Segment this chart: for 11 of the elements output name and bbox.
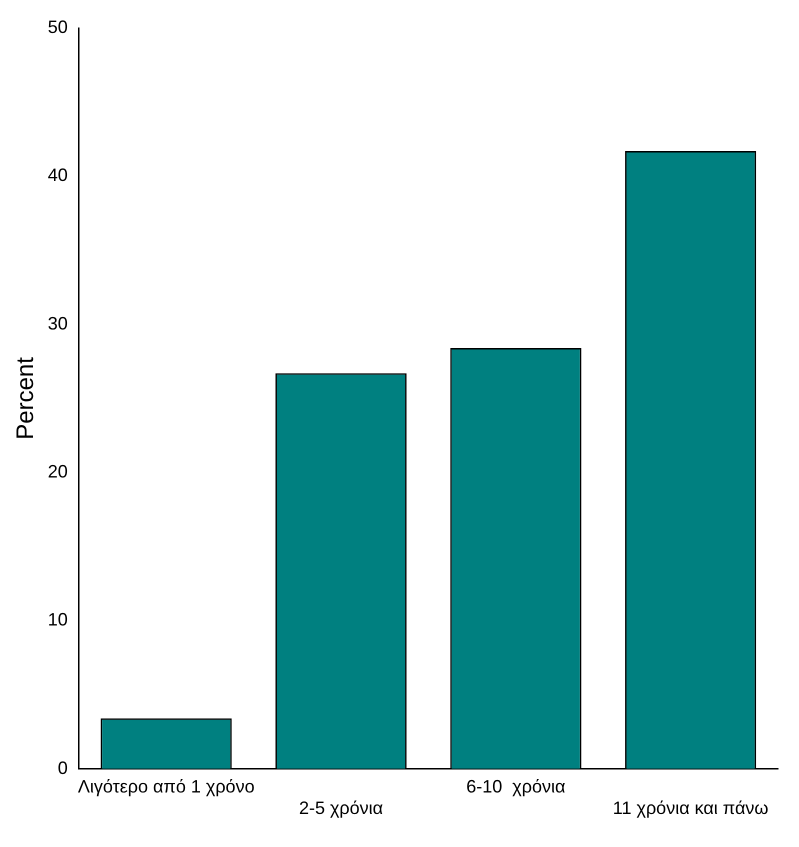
y-tick-label: 30 bbox=[48, 313, 68, 334]
x-tick-label: Λιγότερο από 1 χρόνο bbox=[78, 776, 255, 797]
x-tick-label: 6-10 χρόνια bbox=[466, 776, 566, 797]
x-tick-label: 11 χρόνια και πάνω bbox=[612, 798, 768, 818]
y-tick-label: 10 bbox=[48, 610, 68, 630]
y-tick-label: 50 bbox=[48, 16, 68, 37]
y-tick-label: 40 bbox=[48, 165, 68, 186]
y-axis-title: Percent bbox=[12, 356, 40, 440]
y-tick-label: 20 bbox=[48, 461, 68, 482]
x-tick-label: 2-5 χρόνια bbox=[298, 798, 384, 818]
y-tick-label: 0 bbox=[58, 758, 68, 778]
